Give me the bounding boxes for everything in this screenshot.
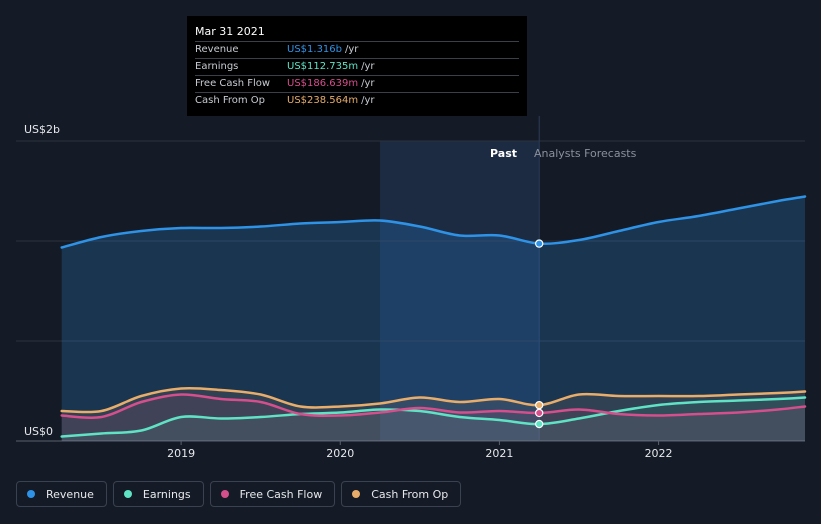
tooltip-unit: /yr — [345, 44, 359, 55]
plot-background — [380, 141, 540, 441]
legend: Revenue Earnings Free Cash Flow Cash Fro… — [16, 481, 462, 507]
tooltip-row-cash-from-op: Cash From Op US$238.564m /yr — [195, 92, 519, 109]
legend-label: Earnings — [142, 487, 191, 501]
earnings-marker — [535, 419, 544, 429]
forecast-label: Analysts Forecasts — [534, 147, 637, 160]
legend-label: Cash From Op — [371, 487, 449, 501]
axis-labels: US$2b US$0 2019 2020 2021 2022 — [24, 123, 673, 460]
y-axis-tick-label: US$0 — [24, 425, 53, 438]
tooltip-row-free-cash-flow: Free Cash Flow US$186.639m /yr — [195, 75, 519, 92]
past-highlight-band — [380, 141, 540, 441]
series-lines — [60, 195, 807, 438]
cash-from-op-line — [60, 386, 807, 414]
tooltip-date: Mar 31 2021 — [195, 25, 265, 38]
free-cash-flow-area — [61, 394, 805, 441]
tooltip-label: Revenue — [195, 44, 239, 55]
legend-item-revenue[interactable]: Revenue — [16, 481, 107, 507]
tooltip-row-earnings: Earnings US$112.735m /yr — [195, 58, 519, 75]
legend-item-cash-from-op[interactable]: Cash From Op — [341, 481, 462, 507]
free-cash-flow-line — [60, 393, 807, 420]
legend-item-earnings[interactable]: Earnings — [112, 481, 204, 507]
free-cash-flow-marker — [535, 408, 544, 418]
tooltip-value: US$112.735m — [287, 61, 359, 72]
x-axis-tick-label: 2019 — [167, 447, 195, 460]
x-axis-tick-label: 2021 — [485, 447, 513, 460]
series-areas — [61, 196, 805, 441]
tooltip: Mar 31 2021 Revenue US$1.316b /yr Earnin… — [187, 16, 527, 116]
tooltip-value: US$186.639m — [287, 78, 359, 89]
x-axis-tick-label: 2020 — [326, 447, 354, 460]
tooltip-label: Cash From Op — [195, 95, 266, 106]
grid-lines — [16, 116, 805, 442]
earnings-area — [61, 397, 805, 441]
tooltip-unit: /yr — [361, 61, 375, 72]
legend-dot-icon — [123, 490, 132, 498]
legend-item-free-cash-flow[interactable]: Free Cash Flow — [209, 481, 336, 507]
earnings-line — [60, 396, 807, 438]
revenue-marker — [535, 239, 544, 248]
y-axis-tick-label: US$2b — [24, 123, 60, 136]
x-axis-tick-label: 2022 — [645, 447, 673, 460]
tooltip-unit: /yr — [361, 78, 375, 89]
tooltip-unit: /yr — [361, 95, 375, 106]
tooltip-label: Free Cash Flow — [195, 78, 271, 89]
legend-label: Free Cash Flow — [239, 487, 323, 501]
legend-dot-icon — [27, 490, 35, 498]
legend-label: Revenue — [46, 487, 94, 501]
legend-dot-icon — [352, 490, 361, 498]
series-markers — [535, 239, 544, 429]
revenue-line — [60, 195, 807, 249]
cash-from-op-marker — [535, 400, 544, 410]
tooltip-value: US$238.564m — [287, 95, 359, 106]
tooltip-label: Earnings — [195, 61, 239, 72]
tooltip-value: US$1.316b — [287, 44, 343, 55]
revenue-area — [61, 196, 805, 441]
legend-dot-icon — [220, 490, 229, 498]
past-label: Past — [490, 147, 517, 160]
tooltip-row-revenue: Revenue US$1.316b /yr — [195, 41, 519, 58]
